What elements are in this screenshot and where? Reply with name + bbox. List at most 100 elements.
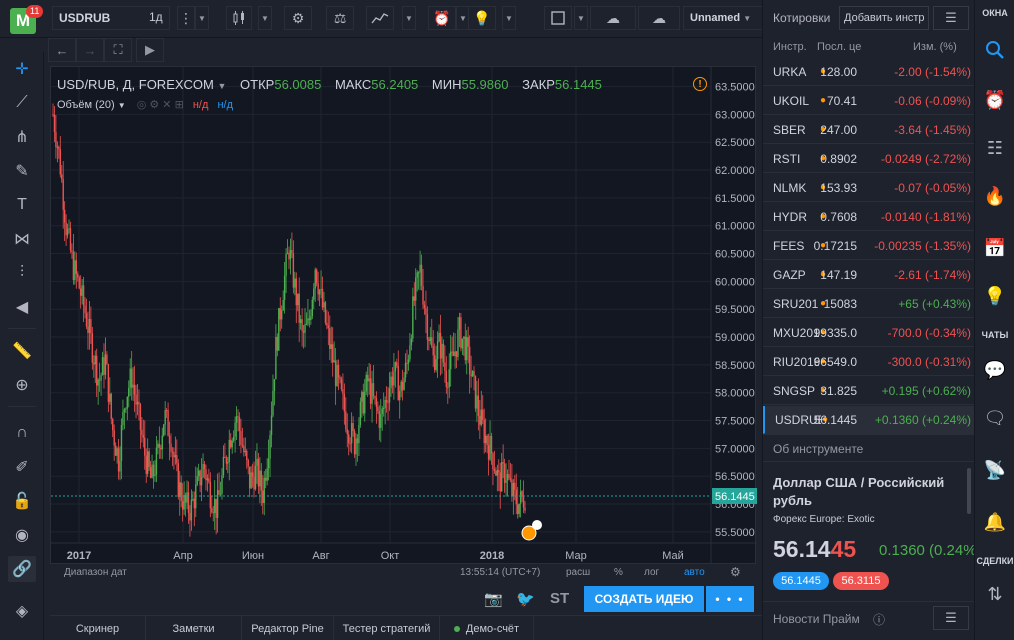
chevron-down-icon[interactable]: ▼ (195, 6, 209, 30)
alarm-clock-icon[interactable]: ⏰ (983, 89, 1007, 110)
link-icon[interactable]: 🔗 (8, 556, 36, 582)
volume-legend[interactable]: Объём (20) ▼ ◎ ⚙ ✕ ⊞ н/д н/д (57, 99, 234, 111)
gear-icon[interactable]: ⚙ (730, 565, 741, 579)
candle-body (55, 132, 57, 148)
percent-scale-toggle[interactable]: % (614, 567, 623, 578)
watchlist-row-nlmk[interactable]: NLMK ● 153.93 -0.07 (-0.05%) (763, 174, 975, 202)
crosshair-icon[interactable]: ✛ (15, 61, 29, 78)
lock-icon[interactable]: 🔓 (12, 493, 32, 510)
tab-strategy-tester[interactable]: Тестер стратегий (334, 616, 440, 640)
play-icon[interactable]: ▶ (136, 38, 164, 62)
alarm-clock-icon[interactable]: ⏰ (428, 6, 456, 30)
chevron-down-icon[interactable]: ▼ (402, 6, 416, 30)
streams-broadcast-icon[interactable]: 📡 (983, 459, 1007, 480)
watchlist-row-mxu2011[interactable]: MXU2011●99335.0 -700.0 (-0.34%) (763, 319, 975, 347)
hotlists-flame-icon[interactable]: 🔥 (983, 185, 1007, 206)
watchlist-title[interactable]: Котировки (773, 11, 831, 25)
twitter-icon[interactable]: 🐦 (516, 591, 535, 608)
layout-square-icon[interactable] (544, 6, 572, 30)
zoom-in-icon[interactable]: ⊕ (15, 377, 29, 394)
cloud-upload-icon[interactable]: ☁ (638, 6, 680, 30)
pitchfork-icon[interactable]: ⋔ (15, 129, 29, 146)
watchlist-row-fees[interactable]: FEES ● 0.17215 -0.00235 (-1.35%) (763, 232, 975, 260)
camera-icon[interactable]: 📷 (484, 591, 503, 608)
extended-hours-toggle[interactable]: расш (566, 567, 591, 578)
watchlist-row-ukoil[interactable]: UKOIL ● 70.41 -0.06 (-0.09%) (763, 87, 975, 115)
watchlist-row-riu2016[interactable]: RIU2016 ● 96549.0 -300.0 (-0.31%) (763, 348, 975, 376)
watchlist-row-sru201[interactable]: SRU201 ● 15083 +65 (+0.43%) (763, 290, 975, 318)
chevron-down-icon[interactable]: ▼ (574, 6, 588, 30)
magnet-icon[interactable]: ∩ (16, 424, 28, 441)
timeframe-selector[interactable]: 1д (149, 10, 163, 24)
compare-dots-icon[interactable]: ⋮ (177, 6, 195, 30)
layout-name-button[interactable]: Unnamed ▼ (683, 6, 763, 30)
text-icon[interactable]: T (17, 196, 27, 213)
symbol-search-input[interactable]: USDRUB (52, 6, 170, 30)
scales-icon[interactable]: ⚖ (326, 6, 354, 30)
create-idea-button[interactable]: СОЗДАТЬ ИДЕЮ (584, 586, 704, 612)
col-symbol-header[interactable]: Инстр. (773, 41, 807, 53)
eye-icon[interactable]: ◉ (15, 527, 29, 544)
news-title[interactable]: Новости Прайм (773, 612, 860, 626)
brush-icon[interactable]: ✎ (15, 163, 29, 180)
col-last-header[interactable]: Посл. це (817, 41, 862, 53)
candlestick-chart[interactable]: 63.5000 63.0000 62.5000 62.0000 61.5000 61.00… (51, 67, 757, 565)
gear-icon[interactable]: ⚙ (284, 6, 312, 30)
ruler-icon[interactable]: 📏 (12, 343, 32, 360)
candles-chart-type-icon[interactable] (226, 6, 252, 30)
watchlist-row-hydr[interactable]: HYDR ● 0.7608 -0.0140 (-1.81%) (763, 203, 975, 231)
stocktwits-icon[interactable]: ST (550, 590, 570, 607)
info-icon[interactable]: ⓘ (873, 613, 886, 627)
chevron-down-icon[interactable]: ▼ (502, 6, 516, 30)
watchlist-row-usdrub[interactable]: USDRUB ● 56.1445 +0.1360 (+0.24%) (763, 406, 975, 434)
add-symbol-button[interactable]: Добавить инстр (839, 6, 929, 30)
hamburger-menu-icon[interactable]: ☰ (933, 606, 969, 630)
trend-line-icon[interactable]: ⟋ (16, 94, 28, 111)
create-idea-more-button[interactable]: • • • (706, 586, 754, 612)
tab-notes[interactable]: Заметки (146, 616, 242, 640)
prediction-icon[interactable]: ⫶ (19, 264, 24, 281)
private-chat-icon[interactable]: 🗨 (983, 407, 1007, 428)
watchlist-row-gazp[interactable]: GAZP ● 147.19 -2.61 (-1.74%) (763, 261, 975, 289)
indicators-icon[interactable] (366, 6, 394, 30)
alert-warning-icon[interactable]: ! (693, 77, 707, 91)
legend-title[interactable]: USD/RUB, Д, FOREXCOM (57, 77, 214, 92)
layers-icon[interactable]: ◈ (15, 603, 29, 620)
cloud-download-icon[interactable]: ☁ (590, 6, 636, 30)
watchlist-row-sber[interactable]: SBER ● 247.00 -3.64 (-1.45%) (763, 116, 975, 144)
notifications-bell-icon[interactable]: 🔔 (983, 511, 1007, 532)
col-change-header[interactable]: Изм. (%) (913, 41, 957, 53)
trading-arrows-icon[interactable]: ⇅ (987, 583, 1003, 604)
fullscreen-icon[interactable]: ⛶ (104, 38, 132, 62)
tab-screener[interactable]: Скринер (50, 616, 146, 640)
watchlist-row-rsti[interactable]: RSTI ● 0.8902 -0.0249 (-2.72%) (763, 145, 975, 173)
hamburger-menu-icon[interactable]: ☰ (933, 6, 969, 30)
undo-icon[interactable]: ← (48, 38, 76, 62)
watchlist-row-sngsp[interactable]: SNGSP ● 31.825 +0.195 (+0.62%) (763, 377, 975, 405)
study-controls-icon[interactable]: ◎ ⚙ ✕ ⊞ (136, 99, 184, 111)
arrow-left-icon[interactable]: ◀ (15, 299, 29, 316)
tab-pine-editor[interactable]: Редактор Pine (242, 616, 334, 640)
clock-time[interactable]: 13:55:14 (UTC+7) (460, 567, 541, 578)
tab-demo-account[interactable]: Демо-счёт (440, 616, 534, 640)
pattern-icon[interactable]: ⋈ (14, 231, 30, 248)
ideas-lightbulb-icon[interactable]: 💡 (983, 285, 1007, 306)
chevron-down-icon[interactable]: ▼ (258, 6, 272, 30)
candle-body (522, 496, 525, 508)
watchlist-search-icon[interactable] (981, 36, 1009, 64)
ask-button[interactable]: 56.3115 (833, 572, 889, 590)
data-window-icon[interactable]: ☷ (986, 137, 1004, 158)
price-chart[interactable]: 63.5000 63.0000 62.5000 62.0000 61.5000 61.00… (50, 66, 757, 565)
redo-icon[interactable]: → (76, 38, 104, 62)
watchlist-row-urka[interactable]: URKA ● 128.00 -2.00 (-1.54%) (763, 58, 975, 86)
lock-drawing-icon[interactable]: ✐ (15, 459, 29, 476)
auto-scale-toggle[interactable]: авто (684, 567, 705, 578)
chat-bubbles-icon[interactable]: 💬 (983, 359, 1007, 380)
panel-scrollbar[interactable] (967, 468, 971, 514)
date-range-button[interactable]: Диапазон дат (64, 567, 127, 578)
calendar-icon[interactable]: 📅 (983, 237, 1007, 258)
lightbulb-icon[interactable]: 💡 (468, 6, 496, 30)
log-scale-toggle[interactable]: лог (644, 567, 660, 578)
bid-button[interactable]: 56.1445 (773, 572, 829, 590)
about-instrument-header[interactable]: Об инструменте (763, 434, 975, 462)
